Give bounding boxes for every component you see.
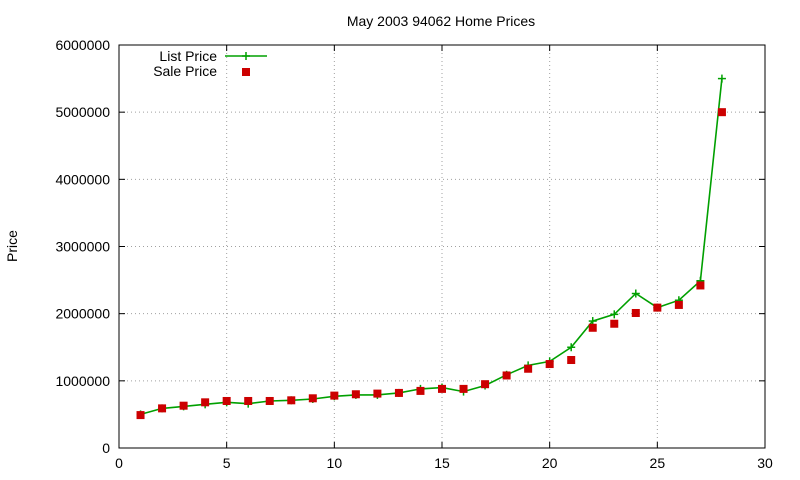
legend-marker-list-price [242, 52, 250, 60]
sale-price-point [567, 356, 576, 365]
list-price-point [631, 289, 640, 298]
sale-price-point [610, 319, 619, 328]
sale-price-point [351, 390, 360, 399]
x-tick-label: 5 [223, 455, 231, 471]
sale-price-point [265, 396, 274, 405]
sale-price-point [287, 396, 296, 405]
list-price-point [588, 317, 597, 326]
data-series [136, 74, 726, 420]
y-tick-label: 5000000 [55, 104, 110, 120]
y-tick-label: 6000000 [55, 37, 110, 53]
list-price-line [140, 78, 723, 416]
y-tick-label: 1000000 [55, 373, 110, 389]
legend-swatch-list-price [225, 52, 267, 60]
x-tick-label: 15 [434, 455, 450, 471]
sale-price-point [459, 384, 468, 393]
y-tick-label: 4000000 [55, 171, 110, 187]
sale-price-point [631, 308, 640, 317]
x-tick-label: 20 [542, 455, 558, 471]
plot-frame [118, 44, 766, 449]
sale-price-point [674, 300, 683, 309]
legend: List Price Sale Price [153, 48, 267, 79]
list-price-point [567, 343, 576, 352]
sale-price-point [717, 108, 726, 117]
sale-price-point [136, 411, 145, 420]
x-tick-label: 25 [650, 455, 666, 471]
legend-label-sale-price: Sale Price [153, 63, 217, 79]
chart-title: May 2003 94062 Home Prices [347, 13, 535, 29]
sale-price-point [416, 386, 425, 395]
sale-price-point [524, 364, 533, 373]
sale-price-point [308, 394, 317, 403]
x-tick-label: 0 [115, 455, 123, 471]
sale-price-point [394, 388, 403, 397]
legend-swatch-sale-price [242, 68, 250, 76]
sale-price-point [438, 384, 446, 393]
y-tick-label: 0 [102, 440, 110, 456]
axis-ticks: 0 5 10 15 20 25 30 0 1000000 2000000 3000000 400000… [55, 37, 773, 471]
sale-price-point [330, 391, 339, 400]
y-tick-label: 2000000 [55, 306, 110, 322]
list-price-point [717, 74, 726, 83]
x-tick-label: 30 [757, 455, 773, 471]
sale-price-point [244, 396, 253, 405]
legend-marker-sale-price [242, 68, 250, 76]
sale-price-point [201, 398, 210, 407]
sale-price-point [373, 389, 382, 398]
list-price-point [610, 310, 619, 319]
sale-price-point [502, 371, 511, 380]
sale-price-point [481, 380, 490, 389]
sale-price-point [696, 281, 705, 290]
sale-price-point [653, 303, 662, 312]
sale-price-point [222, 396, 231, 405]
y-axis-label: Price [4, 230, 20, 262]
x-tick-label: 10 [327, 455, 343, 471]
sale-price-point [545, 360, 554, 369]
y-tick-label: 3000000 [55, 239, 110, 255]
sale-price-point [588, 323, 597, 332]
sale-price-point [179, 401, 188, 410]
legend-label-list-price: List Price [159, 48, 217, 64]
sale-price-point [158, 404, 167, 413]
